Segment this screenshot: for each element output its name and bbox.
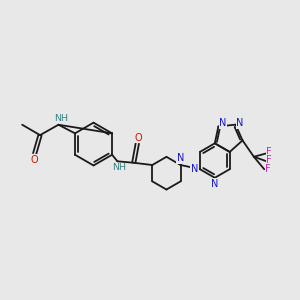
Text: NH: NH [112, 163, 126, 172]
Text: O: O [30, 154, 38, 164]
Text: N: N [177, 154, 184, 164]
Text: O: O [135, 133, 142, 142]
Text: N: N [191, 164, 198, 174]
Text: F: F [266, 147, 272, 157]
Text: F: F [266, 155, 272, 165]
Text: N: N [211, 179, 218, 189]
Text: N: N [236, 118, 244, 128]
Text: N: N [219, 118, 226, 128]
Text: NH: NH [54, 114, 68, 123]
Text: F: F [265, 164, 271, 174]
